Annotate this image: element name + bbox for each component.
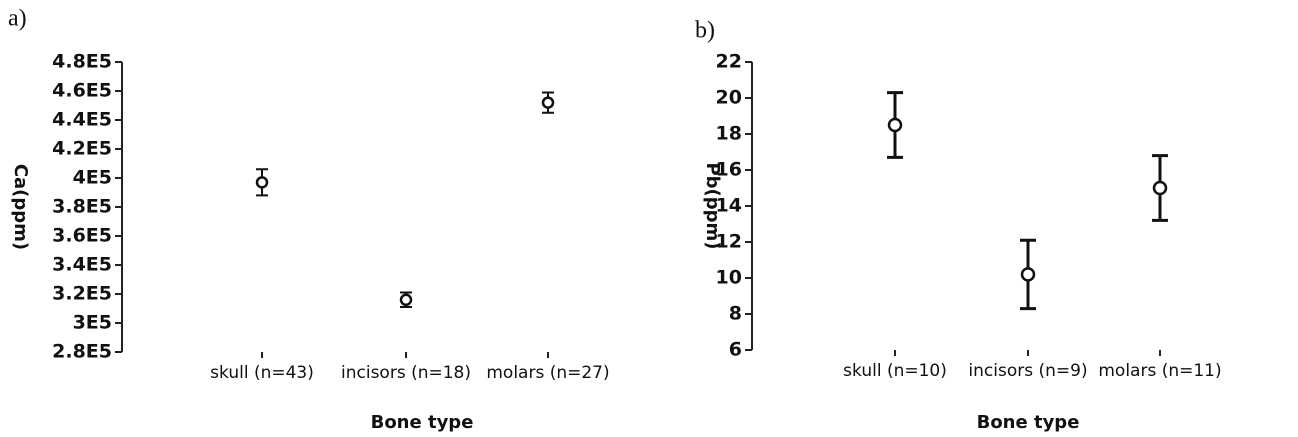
point [399,293,413,307]
y-tick-label: 3E5 [73,312,112,334]
x-axis-title: Bone type [371,412,474,433]
panel-label: a) [8,6,27,32]
x-tick-label: skull (n=10) [843,361,947,381]
y-tick-label: 16 [716,159,742,181]
y-tick-label: 18 [716,123,742,145]
x-tick-label: molars (n=11) [1098,361,1221,381]
panel-label: b) [695,18,715,44]
y-tick-label: 2.8E5 [52,341,112,363]
point [541,96,555,109]
x-axis-title: Bone type [977,412,1080,433]
point [887,117,903,133]
x-tick-label: incisors (n=9) [968,361,1087,381]
x-tick-label: incisors (n=18) [341,363,471,383]
y-tick-label: 3.6E5 [52,225,112,247]
y-tick-label: 4.8E5 [52,51,112,73]
point [1020,267,1036,282]
y-tick-label: 6 [729,339,742,361]
y-tick-label: 4.6E5 [52,80,112,102]
y-tick-label: 10 [716,267,742,289]
point [255,176,269,189]
y-tick-label: 22 [716,51,742,73]
y-tick-label: 3.2E5 [52,283,112,305]
y-tick-label: 14 [716,195,742,217]
y-tick-label: 4E5 [73,167,112,189]
y-axis-title: Ca(ppm) [10,164,31,250]
y-tick-label: 20 [716,87,742,109]
x-tick-label: skull (n=43) [210,363,314,383]
y-tick-label: 12 [716,231,742,253]
y-axis-title: Pb(ppm) [702,162,723,249]
y-tick-label: 8 [729,303,742,325]
y-tick-label: 4.2E5 [52,138,112,160]
y-tick-label: 4.4E5 [52,109,112,131]
y-tick-label: 3.8E5 [52,196,112,218]
y-tick-label: 3.4E5 [52,254,112,276]
x-tick-label: molars (n=27) [486,363,609,383]
point [1152,180,1168,196]
